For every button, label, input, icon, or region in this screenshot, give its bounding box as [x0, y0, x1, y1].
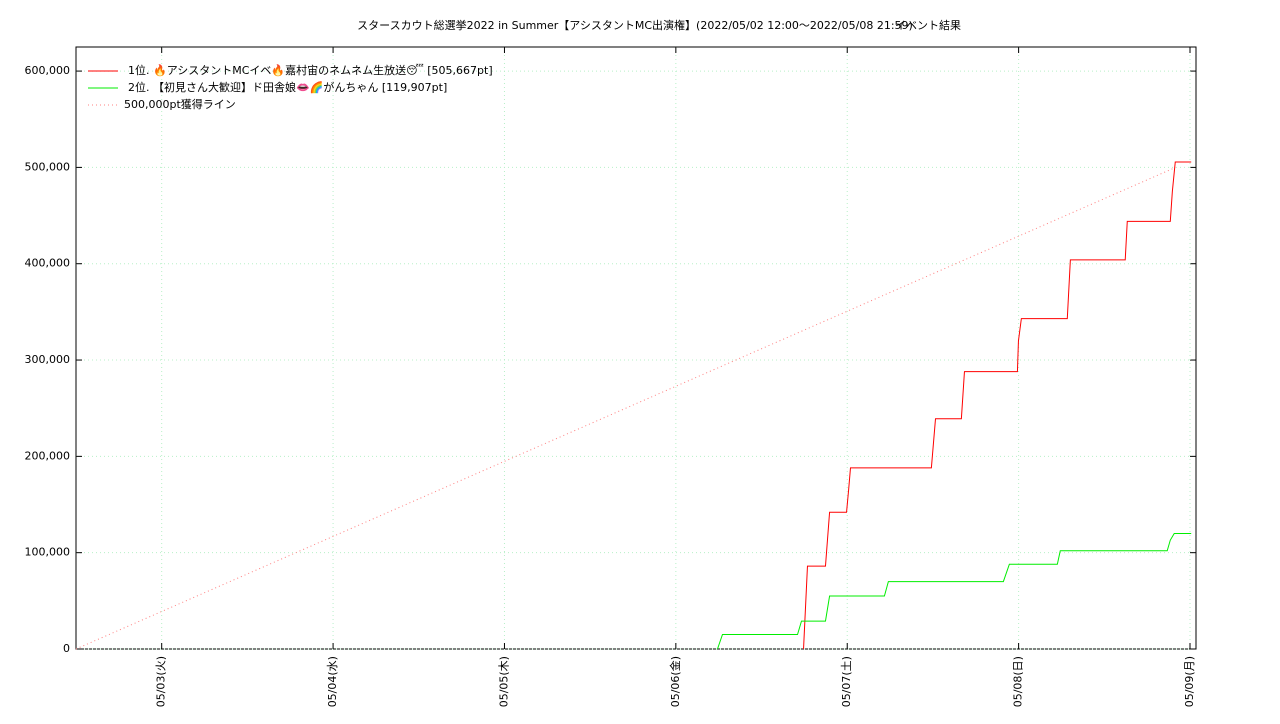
x-tick-label: 05/06(金) [668, 656, 682, 707]
series-line [75, 166, 1176, 650]
x-tick-label: 05/07(土) [840, 656, 853, 707]
y-tick-label: 0 [63, 642, 70, 655]
x-tick-label: 05/04(水) [326, 656, 339, 707]
legend-label: 2位. 【初見さん大歓迎】ド田舎娘👄🌈がんちゃん [119,907pt] [128, 80, 447, 94]
y-tick-label: 200,000 [25, 449, 71, 462]
y-tick-label: 600,000 [25, 64, 71, 77]
x-tick-label: 05/03(火) [155, 656, 168, 707]
y-tick-label: 400,000 [25, 257, 71, 270]
x-tick-label: 05/08(日) [1012, 656, 1025, 707]
series-line [803, 161, 1192, 650]
chart-title: スタースカウト総選挙2022 in Summer【アシスタントMC出演権】(20… [357, 18, 913, 32]
x-tick-label: 05/09(月) [1183, 656, 1196, 707]
legend-label: 500,000pt獲得ライン [124, 98, 236, 111]
y-tick-label: 100,000 [25, 546, 71, 559]
legend-label: 1位. 🔥アシスタントMCイベ🔥嘉村宙のネムネム生放送😴 [505,667pt] [128, 63, 493, 77]
y-tick-label: 500,000 [25, 160, 71, 173]
x-tick-label: 05/05(木) [497, 656, 510, 707]
series-line [717, 533, 1192, 650]
plot-frame [75, 46, 1197, 650]
y-tick-label: 300,000 [25, 353, 71, 366]
chart-subtitle: イベント結果 [895, 18, 961, 32]
